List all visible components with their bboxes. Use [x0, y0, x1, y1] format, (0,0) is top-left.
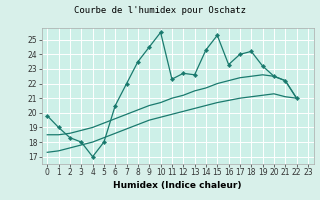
Text: Courbe de l'humidex pour Oschatz: Courbe de l'humidex pour Oschatz — [74, 6, 246, 15]
X-axis label: Humidex (Indice chaleur): Humidex (Indice chaleur) — [113, 181, 242, 190]
